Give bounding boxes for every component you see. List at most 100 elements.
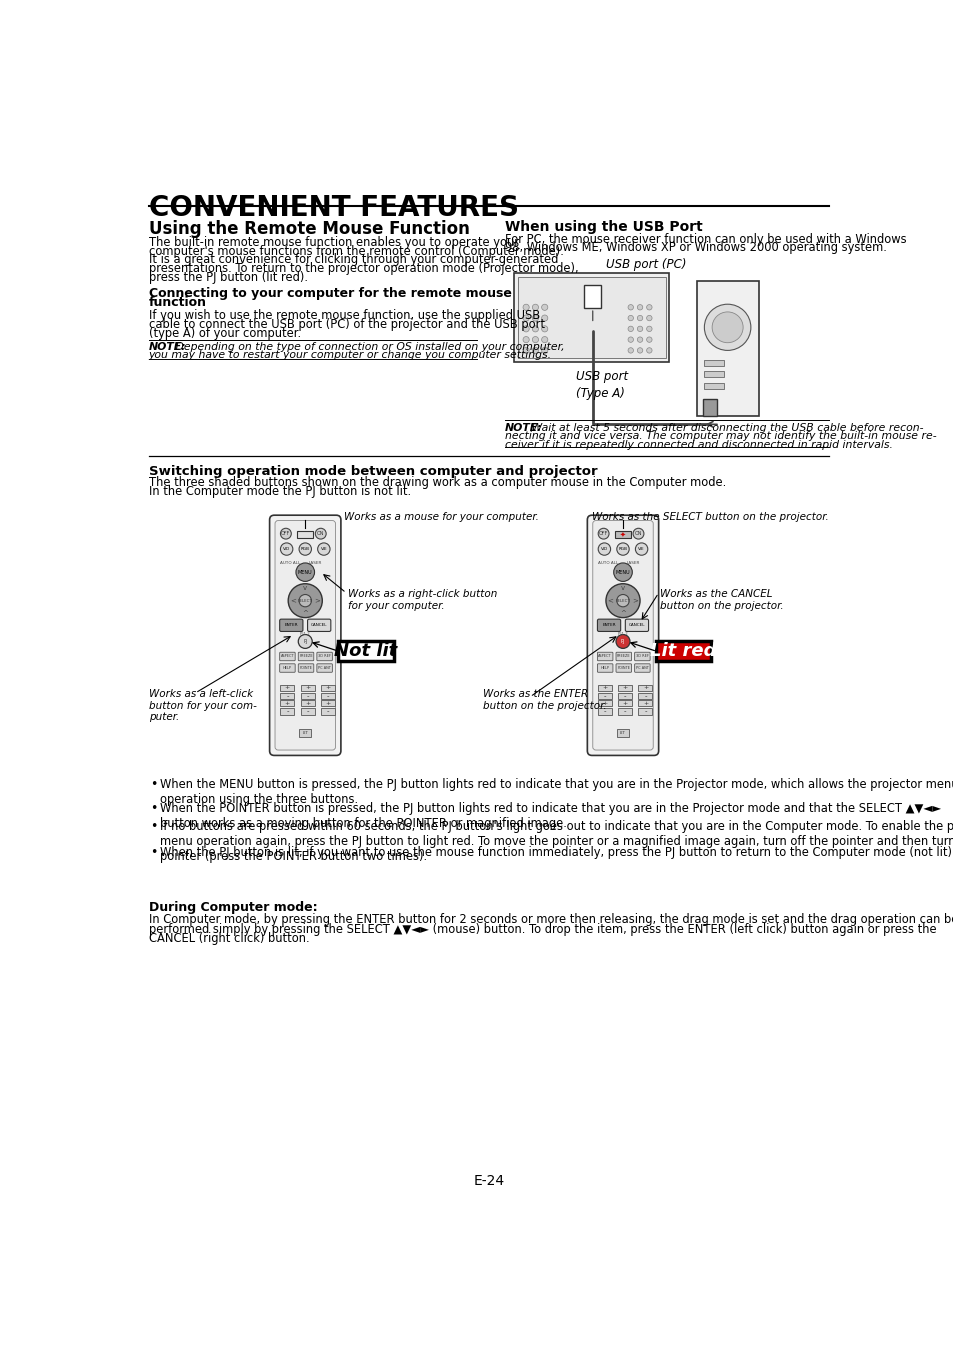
Text: AUTO ALL: AUTO ALL bbox=[280, 561, 300, 565]
Bar bbox=[300, 700, 314, 706]
Circle shape bbox=[541, 315, 547, 321]
Bar bbox=[280, 693, 294, 700]
Bar bbox=[638, 685, 652, 690]
Circle shape bbox=[617, 543, 629, 555]
FancyBboxPatch shape bbox=[597, 663, 612, 673]
Text: press the PJ button (lit red).: press the PJ button (lit red). bbox=[149, 271, 308, 284]
Text: Switching operation mode between computer and projector: Switching operation mode between compute… bbox=[149, 465, 597, 479]
Text: +: + bbox=[325, 685, 330, 690]
Text: PC ANT: PC ANT bbox=[636, 666, 648, 670]
Bar bbox=[702, 399, 716, 417]
Circle shape bbox=[711, 311, 742, 342]
Circle shape bbox=[541, 326, 547, 332]
Bar bbox=[298, 729, 311, 737]
Bar bbox=[598, 693, 612, 700]
Circle shape bbox=[541, 337, 547, 342]
Circle shape bbox=[532, 348, 537, 353]
Text: AUTO ALL: AUTO ALL bbox=[598, 561, 618, 565]
Text: VIE: VIE bbox=[320, 547, 327, 551]
Text: MENU: MENU bbox=[615, 570, 630, 574]
Text: MENU: MENU bbox=[297, 570, 313, 574]
Circle shape bbox=[541, 348, 547, 353]
Circle shape bbox=[317, 543, 330, 555]
Text: •: • bbox=[150, 802, 157, 816]
Text: +: + bbox=[285, 685, 290, 690]
Circle shape bbox=[627, 326, 633, 332]
Text: RGB: RGB bbox=[618, 547, 627, 551]
FancyBboxPatch shape bbox=[592, 520, 653, 749]
Bar bbox=[300, 685, 314, 690]
Text: computer's mouse functions from the remote control (Computer mode).: computer's mouse functions from the remo… bbox=[149, 244, 563, 257]
Text: you may have to restart your computer or change you computer settings.: you may have to restart your computer or… bbox=[149, 350, 551, 360]
Circle shape bbox=[646, 315, 652, 321]
Bar bbox=[598, 685, 612, 690]
Circle shape bbox=[295, 563, 314, 581]
Text: (type A) of your computer.: (type A) of your computer. bbox=[149, 326, 300, 340]
Text: PJ: PJ bbox=[303, 639, 307, 644]
Text: •: • bbox=[150, 820, 157, 833]
Text: OFF: OFF bbox=[598, 531, 608, 537]
Bar bbox=[300, 693, 314, 700]
FancyBboxPatch shape bbox=[270, 515, 340, 755]
Text: Works as a mouse for your computer.: Works as a mouse for your computer. bbox=[344, 512, 538, 522]
Text: LASER: LASER bbox=[626, 561, 639, 565]
Text: HELP: HELP bbox=[283, 666, 292, 670]
Text: <: < bbox=[290, 597, 295, 604]
Bar bbox=[638, 700, 652, 706]
Text: It is a great convenience for clicking through your computer-generated: It is a great convenience for clicking t… bbox=[149, 253, 558, 267]
Circle shape bbox=[280, 528, 291, 539]
Text: POINTE: POINTE bbox=[617, 666, 630, 670]
Text: When using the USB Port: When using the USB Port bbox=[505, 220, 702, 235]
Text: ON: ON bbox=[316, 531, 324, 537]
FancyBboxPatch shape bbox=[616, 652, 631, 661]
Circle shape bbox=[522, 315, 529, 321]
Circle shape bbox=[637, 348, 642, 353]
Bar bbox=[638, 709, 652, 714]
FancyBboxPatch shape bbox=[279, 619, 303, 631]
Bar bbox=[320, 709, 335, 714]
Bar bbox=[618, 700, 632, 706]
Text: LASER: LASER bbox=[309, 561, 322, 565]
FancyBboxPatch shape bbox=[597, 619, 620, 631]
Text: Using the Remote Mouse Function: Using the Remote Mouse Function bbox=[149, 220, 469, 239]
Text: E-24: E-24 bbox=[473, 1174, 504, 1189]
Text: Works as the CANCEL
button on the projector.: Works as the CANCEL button on the projec… bbox=[659, 589, 783, 611]
Circle shape bbox=[703, 305, 750, 350]
Circle shape bbox=[598, 543, 610, 555]
Text: OFF: OFF bbox=[281, 531, 291, 537]
Circle shape bbox=[646, 305, 652, 310]
FancyBboxPatch shape bbox=[616, 663, 631, 673]
FancyBboxPatch shape bbox=[597, 652, 612, 661]
Text: USB port
(Type A): USB port (Type A) bbox=[576, 369, 628, 399]
Bar bbox=[280, 685, 294, 690]
FancyBboxPatch shape bbox=[316, 652, 332, 661]
Bar bbox=[300, 709, 314, 714]
Circle shape bbox=[532, 326, 537, 332]
Text: ON: ON bbox=[634, 531, 641, 537]
Circle shape bbox=[298, 635, 312, 648]
FancyBboxPatch shape bbox=[587, 515, 658, 755]
Text: If no buttons are pressed within 60 seconds, the PJ button's light goes out to i: If no buttons are pressed within 60 seco… bbox=[159, 820, 953, 863]
Circle shape bbox=[637, 337, 642, 342]
Text: POINTE: POINTE bbox=[299, 666, 313, 670]
Text: If you wish to use the remote mouse function, use the supplied USB: If you wish to use the remote mouse func… bbox=[149, 309, 539, 322]
Text: performed simply by pressing the SELECT ▲▼◄► (mouse) button. To drop the item, p: performed simply by pressing the SELECT … bbox=[149, 922, 935, 936]
Bar bbox=[517, 278, 665, 359]
Text: Connecting to your computer for the remote mouse: Connecting to your computer for the remo… bbox=[149, 287, 511, 299]
Circle shape bbox=[637, 315, 642, 321]
Text: PJ1 2: PJ1 2 bbox=[618, 632, 627, 636]
Text: During Computer mode:: During Computer mode: bbox=[149, 900, 317, 914]
Text: FREEZE: FREEZE bbox=[299, 654, 313, 658]
Text: In Computer mode, by pressing the ENTER button for 2 seconds or more then releas: In Computer mode, by pressing the ENTER … bbox=[149, 914, 953, 926]
Text: Not lit: Not lit bbox=[334, 643, 396, 661]
Circle shape bbox=[522, 348, 529, 353]
Text: HELP: HELP bbox=[600, 666, 609, 670]
Text: When the PJ button is lit, if you want to use the mouse function immediately, pr: When the PJ button is lit, if you want t… bbox=[159, 845, 953, 859]
Text: ^: ^ bbox=[619, 611, 625, 616]
Text: Lit red: Lit red bbox=[650, 643, 716, 661]
FancyBboxPatch shape bbox=[624, 619, 648, 631]
Circle shape bbox=[646, 326, 652, 332]
Text: 3D REF: 3D REF bbox=[318, 654, 331, 658]
Text: -: - bbox=[286, 693, 289, 700]
Bar bbox=[280, 709, 294, 714]
